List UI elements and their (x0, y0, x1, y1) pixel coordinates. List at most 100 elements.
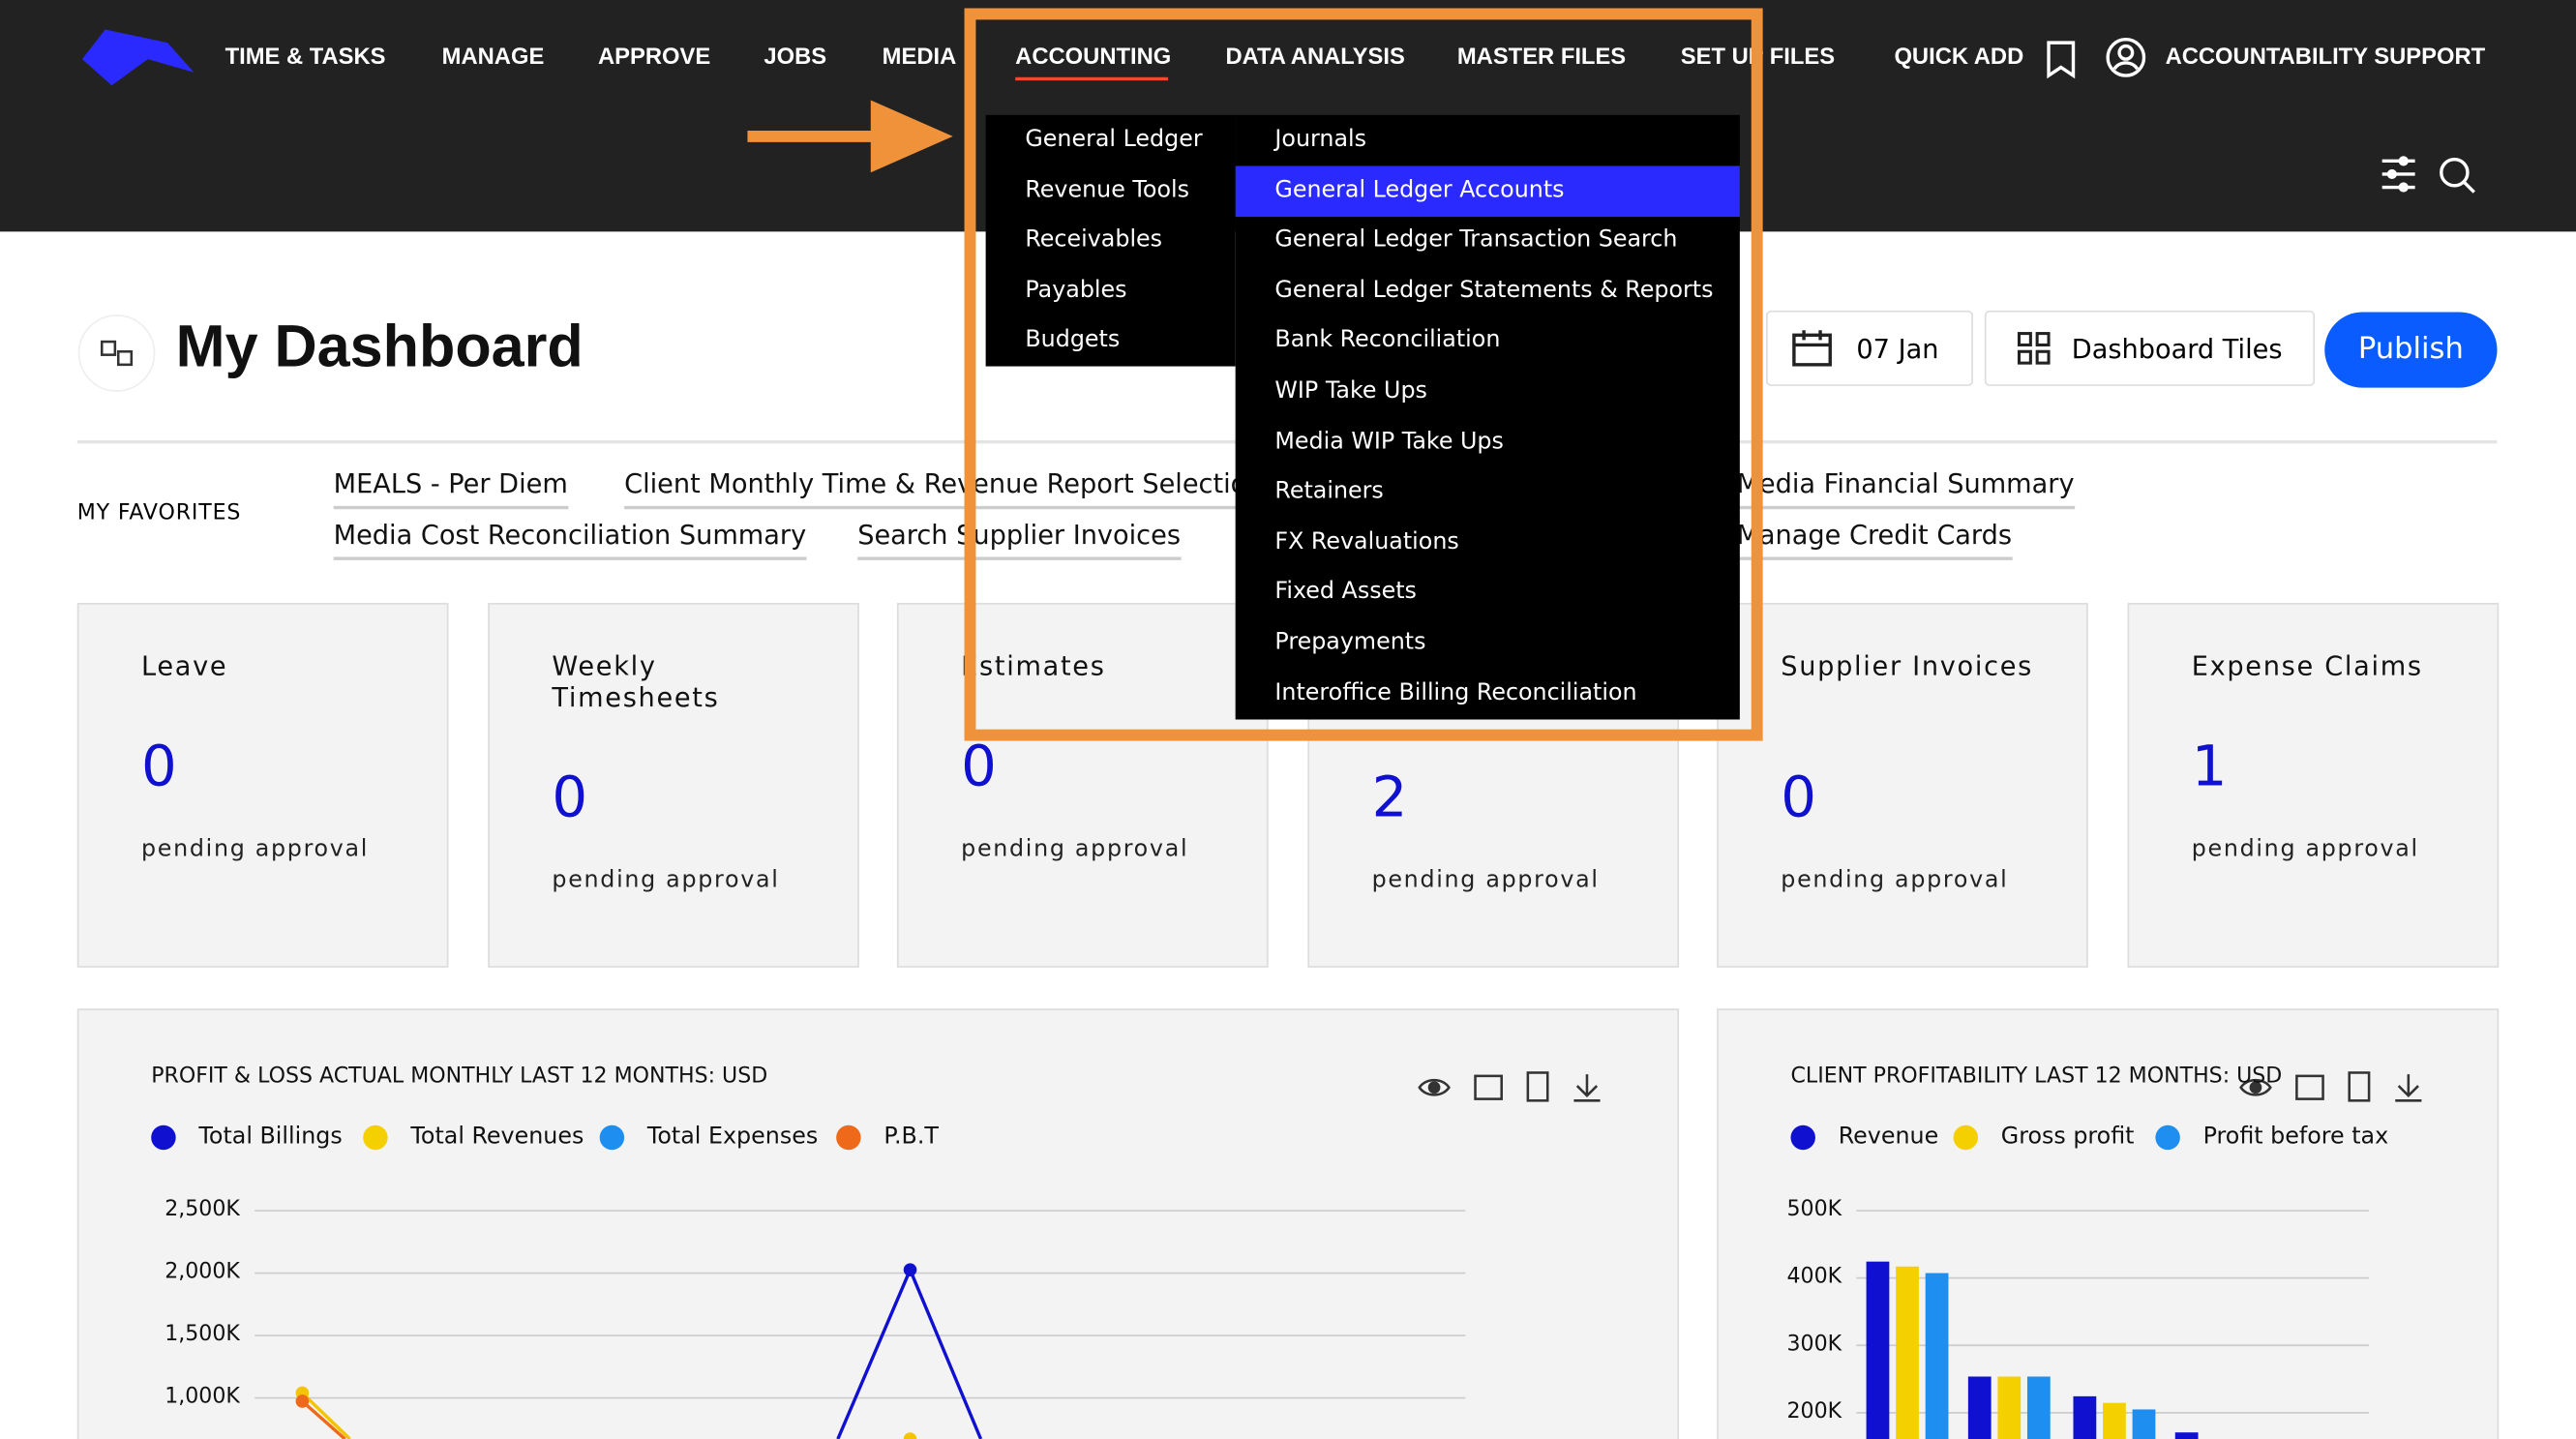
y-tick-label: 2,500K (165, 1197, 240, 1222)
menu-item[interactable]: Bank Reconciliation (1274, 327, 1501, 354)
legend-dot (599, 1124, 625, 1151)
tile-count: 0 (961, 734, 997, 800)
date-label: 07 Jan (1856, 333, 1939, 365)
menu-item[interactable]: Fixed Assets (1274, 579, 1417, 606)
menu-item[interactable]: Retainers (1274, 478, 1384, 505)
tile-count: 0 (141, 734, 177, 800)
toolbar-icons[interactable] (2379, 155, 2484, 195)
legend-dot (2155, 1124, 2180, 1151)
chart-tools[interactable] (1416, 1069, 1613, 1105)
tile-status: pending approval (2191, 836, 2419, 863)
y-tick-label: 1,000K (165, 1384, 240, 1410)
tile[interactable]: Supplier Invoices 0 pending approval (1717, 602, 2088, 968)
chart-tools[interactable] (2237, 1069, 2435, 1105)
page-title: My Dashboard (175, 312, 584, 380)
annotation-arrow (747, 100, 953, 173)
legend-dot (1953, 1124, 1979, 1151)
nav-item[interactable]: DATA ANALYSIS (1225, 43, 1405, 70)
tile[interactable]: Weekly Timesheets 0 pending approval (488, 602, 859, 968)
highlight-box (964, 8, 1763, 741)
nav-item[interactable]: MANAGE (441, 43, 545, 70)
menu-item[interactable]: General Ledger Statements & Reports (1274, 277, 1714, 304)
y-tick-label: 2,000K (165, 1259, 240, 1285)
tile-count: 0 (1781, 765, 1817, 831)
favorite-link[interactable]: Media Cost Reconciliation Summary (333, 519, 807, 560)
nav-item[interactable]: ACCOUNTING (1015, 43, 1172, 70)
favorite-link[interactable]: Manage Credit Cards (1736, 519, 2013, 560)
menu-item[interactable]: Media WIP Take Ups (1274, 428, 1504, 455)
tile-status: pending approval (552, 867, 780, 894)
chart-panel (1717, 1008, 2500, 1439)
menu-item[interactable]: General Ledger Accounts (1274, 176, 1565, 203)
dashboard-icon[interactable] (77, 313, 160, 395)
support-link[interactable]: ACCOUNTABILITY SUPPORT (2165, 43, 2486, 70)
tile-count: 1 (2191, 734, 2228, 800)
nav-item[interactable]: MEDIA (882, 43, 957, 70)
y-tick-label: 200K (1786, 1399, 1842, 1424)
user-icon[interactable] (2106, 38, 2146, 78)
publish-button[interactable]: Publish (2324, 312, 2498, 388)
menu-item[interactable]: Budgets (1025, 327, 1121, 354)
favorite-link[interactable]: MEALS - Per Diem (333, 468, 568, 510)
menu-item[interactable]: Prepayments (1274, 629, 1426, 656)
tile-count: 0 (552, 765, 588, 831)
nav-item[interactable]: JOBS (764, 43, 827, 70)
logo (81, 29, 195, 86)
menu-item[interactable]: Journals (1274, 126, 1367, 153)
menu-item[interactable]: Revenue Tools (1025, 176, 1190, 203)
legend-label: Total Billings (198, 1124, 343, 1151)
tile-title: Estimates (961, 650, 1106, 682)
menu-item[interactable]: Payables (1025, 277, 1127, 304)
legend-label: P.B.T (884, 1124, 939, 1151)
chart-title: PROFIT & LOSS ACTUAL MONTHLY LAST 12 MON… (151, 1064, 768, 1090)
tile-title: Supplier Invoices (1781, 650, 2033, 682)
tile-status: pending approval (1781, 867, 2009, 894)
legend-dot (151, 1124, 176, 1151)
tile-title: Expense Claims (2191, 650, 2423, 682)
y-tick-label: 400K (1786, 1265, 1842, 1290)
nav-item[interactable]: APPROVE (597, 43, 711, 70)
tile[interactable]: Expense Claims 1 pending approval (2127, 602, 2500, 968)
nav-item[interactable]: QUICK ADD (1894, 43, 2024, 70)
chart-title: CLIENT PROFITABILITY LAST 12 MONTHS: USD (1790, 1064, 2283, 1090)
menu-highlight (1235, 165, 1740, 217)
menu-left (985, 114, 1236, 367)
y-tick-label: 300K (1786, 1332, 1842, 1358)
tile-title: Weekly Timesheets (552, 650, 720, 713)
nav-item[interactable]: TIME & TASKS (225, 43, 386, 70)
legend-dot (836, 1124, 861, 1151)
y-tick-label: 1,500K (165, 1322, 240, 1347)
tile-title: Leave (141, 650, 228, 682)
legend-dot (1790, 1124, 1815, 1151)
legend-label: Total Expenses (646, 1124, 819, 1151)
tiles-button[interactable]: Dashboard Tiles (1984, 310, 2316, 386)
menu-item[interactable]: Receivables (1025, 226, 1163, 254)
y-tick-label: 500K (1786, 1197, 1842, 1222)
legend-dot (363, 1124, 388, 1151)
menu-item[interactable]: Interoffice Billing Reconciliation (1274, 679, 1637, 706)
favorite-link[interactable]: Client Monthly Time & Revenue Report Sel… (624, 468, 1264, 510)
tile-status: pending approval (141, 836, 370, 863)
tile[interactable]: Leave 0 pending approval (76, 602, 449, 968)
favorite-link[interactable]: Media Financial Summary (1736, 468, 2075, 510)
nav-item[interactable]: MASTER FILES (1456, 43, 1627, 70)
tile-status: pending approval (961, 836, 1189, 863)
tile-count: 2 (1371, 765, 1408, 831)
menu-item[interactable]: General Ledger Transaction Search (1274, 226, 1678, 254)
legend-label: Revenue (1838, 1124, 1939, 1151)
legend-label: Profit before tax (2202, 1124, 2389, 1151)
tile-status: pending approval (1371, 867, 1600, 894)
favorites-label: MY FAVORITES (76, 500, 242, 526)
menu-item[interactable]: FX Revaluations (1274, 528, 1459, 555)
menu-item[interactable]: General Ledger (1025, 126, 1203, 153)
legend-label: Total Revenues (410, 1124, 584, 1151)
menu-item[interactable]: WIP Take Ups (1274, 377, 1427, 405)
tiles-label: Dashboard Tiles (2071, 333, 2283, 365)
tile[interactable]: Estimates 0 pending approval (896, 602, 1269, 968)
bookmark-icon[interactable] (2044, 40, 2080, 79)
favorite-link[interactable]: Search Supplier Invoices (857, 519, 1181, 560)
date-button[interactable]: 07 Jan (1766, 310, 1973, 386)
